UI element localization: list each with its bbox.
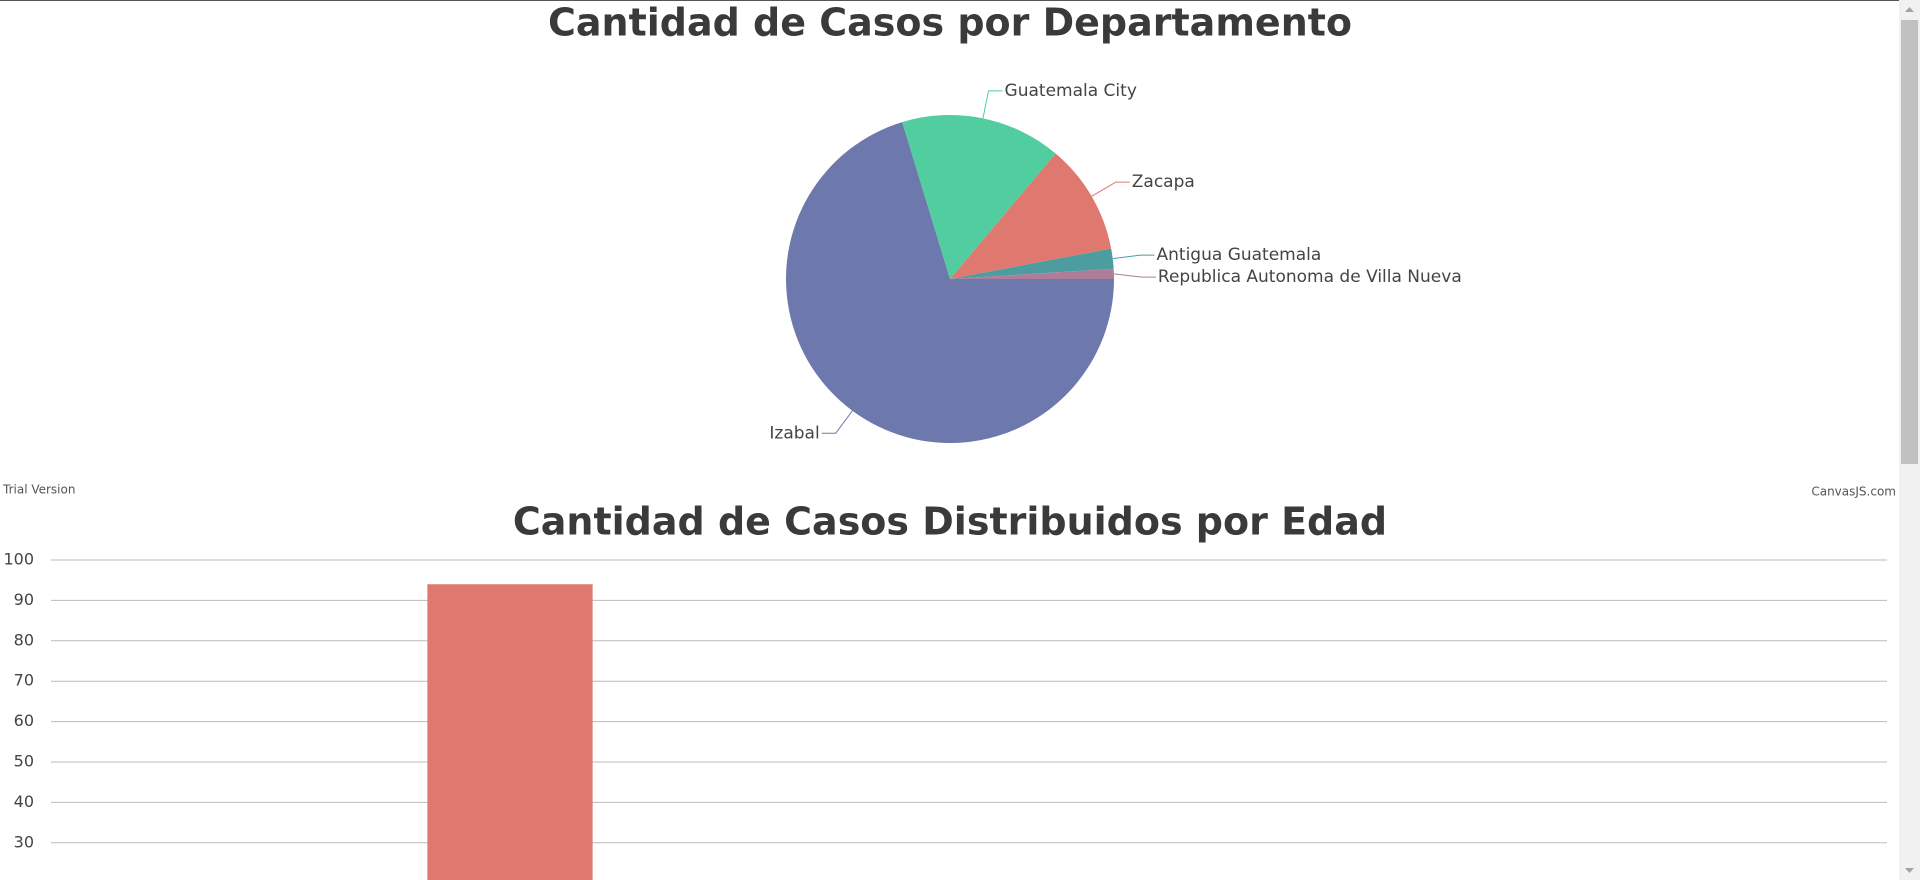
leader-line <box>982 90 1003 119</box>
pie-slice <box>950 248 1114 279</box>
pie-slice <box>785 122 1114 444</box>
leader-line <box>821 410 853 434</box>
trial-text: Trial Version <box>2 483 75 497</box>
y-tick-label: 50 <box>14 752 34 771</box>
scroll-up[interactable] <box>1905 7 1914 12</box>
bar-title: Cantidad de Casos Distribuidos por Edad <box>513 500 1387 544</box>
leader-line <box>1091 181 1130 197</box>
y-tick-label: 60 <box>14 711 34 730</box>
scroll-down[interactable] <box>1905 868 1914 873</box>
bar <box>427 584 593 880</box>
pie-label: Republica Autonoma de Villa Nueva <box>1158 267 1462 287</box>
y-tick-label: 100 <box>3 550 34 569</box>
leader-line <box>1112 254 1155 260</box>
pie-title: Cantidad de Casos por Departamento <box>548 1 1352 45</box>
y-tick-label: 80 <box>14 630 34 649</box>
pie-label: Guatemala City <box>1005 81 1137 101</box>
y-tick-label: 30 <box>14 832 34 851</box>
pie-label: Zacapa <box>1132 172 1195 192</box>
scrollbar-thumb[interactable] <box>1901 20 1918 464</box>
pie-label: Antigua Guatemala <box>1157 245 1322 265</box>
pie-slice <box>950 268 1114 279</box>
pie-slice <box>902 115 1056 280</box>
leader-line <box>1113 273 1156 278</box>
pie-label: Izabal <box>769 423 819 443</box>
y-tick-label: 40 <box>14 792 34 811</box>
pie-slice <box>950 153 1112 279</box>
y-tick-label: 70 <box>14 671 34 690</box>
y-tick-label: 90 <box>14 590 34 609</box>
credit-text: CanvasJS.com <box>1811 485 1896 499</box>
